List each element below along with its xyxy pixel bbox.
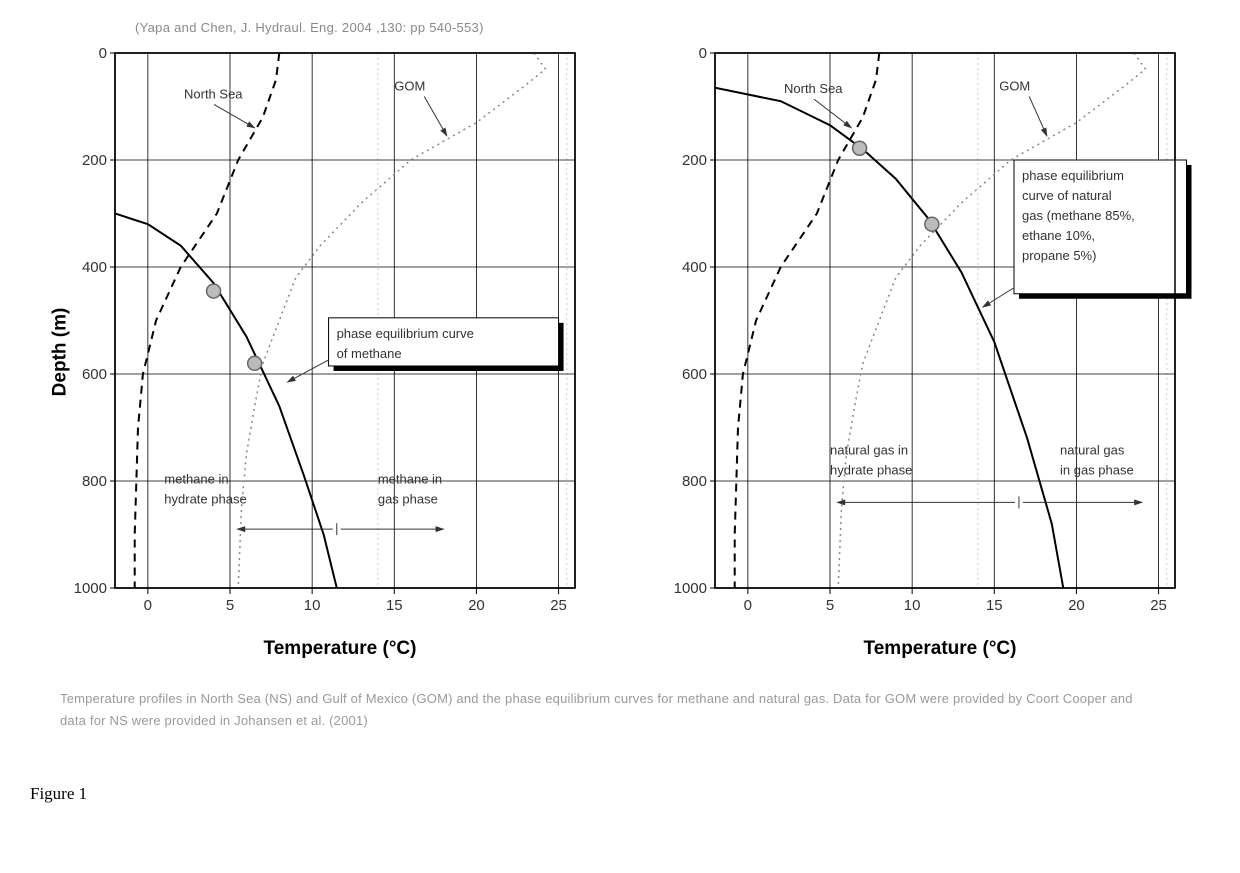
svg-text:25: 25 [1150,597,1167,614]
svg-text:curve of natural: curve of natural [1022,188,1112,203]
x-axis-label-left: Temperature (°C) [60,638,620,660]
svg-text:20: 20 [468,597,485,614]
svg-text:North Sea: North Sea [784,81,843,96]
svg-text:0: 0 [99,45,107,62]
svg-text:ethane 10%,: ethane 10%, [1022,228,1095,243]
svg-text:1000: 1000 [674,580,707,597]
citation-text: (Yapa and Chen, J. Hydraul. Eng. 2004 ,1… [135,20,1220,35]
x-axis-label-right: Temperature (°C) [660,638,1220,660]
svg-text:5: 5 [826,597,834,614]
svg-text:GOM: GOM [999,78,1030,93]
svg-text:600: 600 [682,366,707,383]
svg-text:natural gas in: natural gas in [830,442,908,457]
svg-text:GOM: GOM [394,78,425,93]
left-chart-wrap: Depth (m) 051015202502004006008001000Nor… [60,43,620,660]
figure-label: Figure 1 [30,784,1220,804]
svg-text:20: 20 [1068,597,1085,614]
right-chart-svg: 0 5 10 15 20 25 0 200 400 600 800 1000 North Sea GOM n… [660,43,1220,623]
svg-text:phase equilibrium: phase equilibrium [1022,168,1124,183]
svg-text:phase equilibrium curve: phase equilibrium curve [337,326,474,341]
svg-text:methane in: methane in [164,472,228,487]
svg-text:600: 600 [82,366,107,383]
svg-text:10: 10 [904,597,921,614]
y-axis-label: Depth (m) [49,307,71,396]
svg-text:400: 400 [682,259,707,276]
figure-caption: Temperature profiles in North Sea (NS) a… [60,688,1150,732]
svg-text:25: 25 [550,597,567,614]
svg-text:natural gas: natural gas [1060,442,1125,457]
svg-text:of methane: of methane [337,346,402,361]
svg-text:gas phase: gas phase [378,492,438,507]
svg-text:propane 5%): propane 5%) [1022,248,1096,263]
svg-text:methane in: methane in [378,472,442,487]
svg-text:hydrate phase: hydrate phase [830,462,912,477]
svg-text:0: 0 [699,45,707,62]
svg-text:0: 0 [744,597,752,614]
svg-text:hydrate phase: hydrate phase [164,492,246,507]
svg-text:800: 800 [82,473,107,490]
svg-text:800: 800 [682,473,707,490]
svg-text:15: 15 [986,597,1003,614]
svg-text:15: 15 [386,597,403,614]
svg-text:in gas phase: in gas phase [1060,462,1134,477]
svg-text:gas (methane 85%,: gas (methane 85%, [1022,208,1135,223]
svg-text:1000: 1000 [74,580,107,597]
svg-text:0: 0 [144,597,152,614]
svg-text:5: 5 [226,597,234,614]
left-chart-svg: 0 5 10 15 20 25 0 200 400 600 800 1000 North Sea GOM m… [60,43,620,623]
svg-text:400: 400 [82,259,107,276]
right-chart-wrap: 0 5 10 15 20 25 0 200 400 600 800 1000 North Sea GOM n… [660,43,1220,660]
svg-text:10: 10 [304,597,321,614]
svg-text:North Sea: North Sea [184,86,243,101]
charts-row: Depth (m) 051015202502004006008001000Nor… [60,43,1220,660]
svg-text:200: 200 [682,152,707,169]
svg-text:200: 200 [82,152,107,169]
